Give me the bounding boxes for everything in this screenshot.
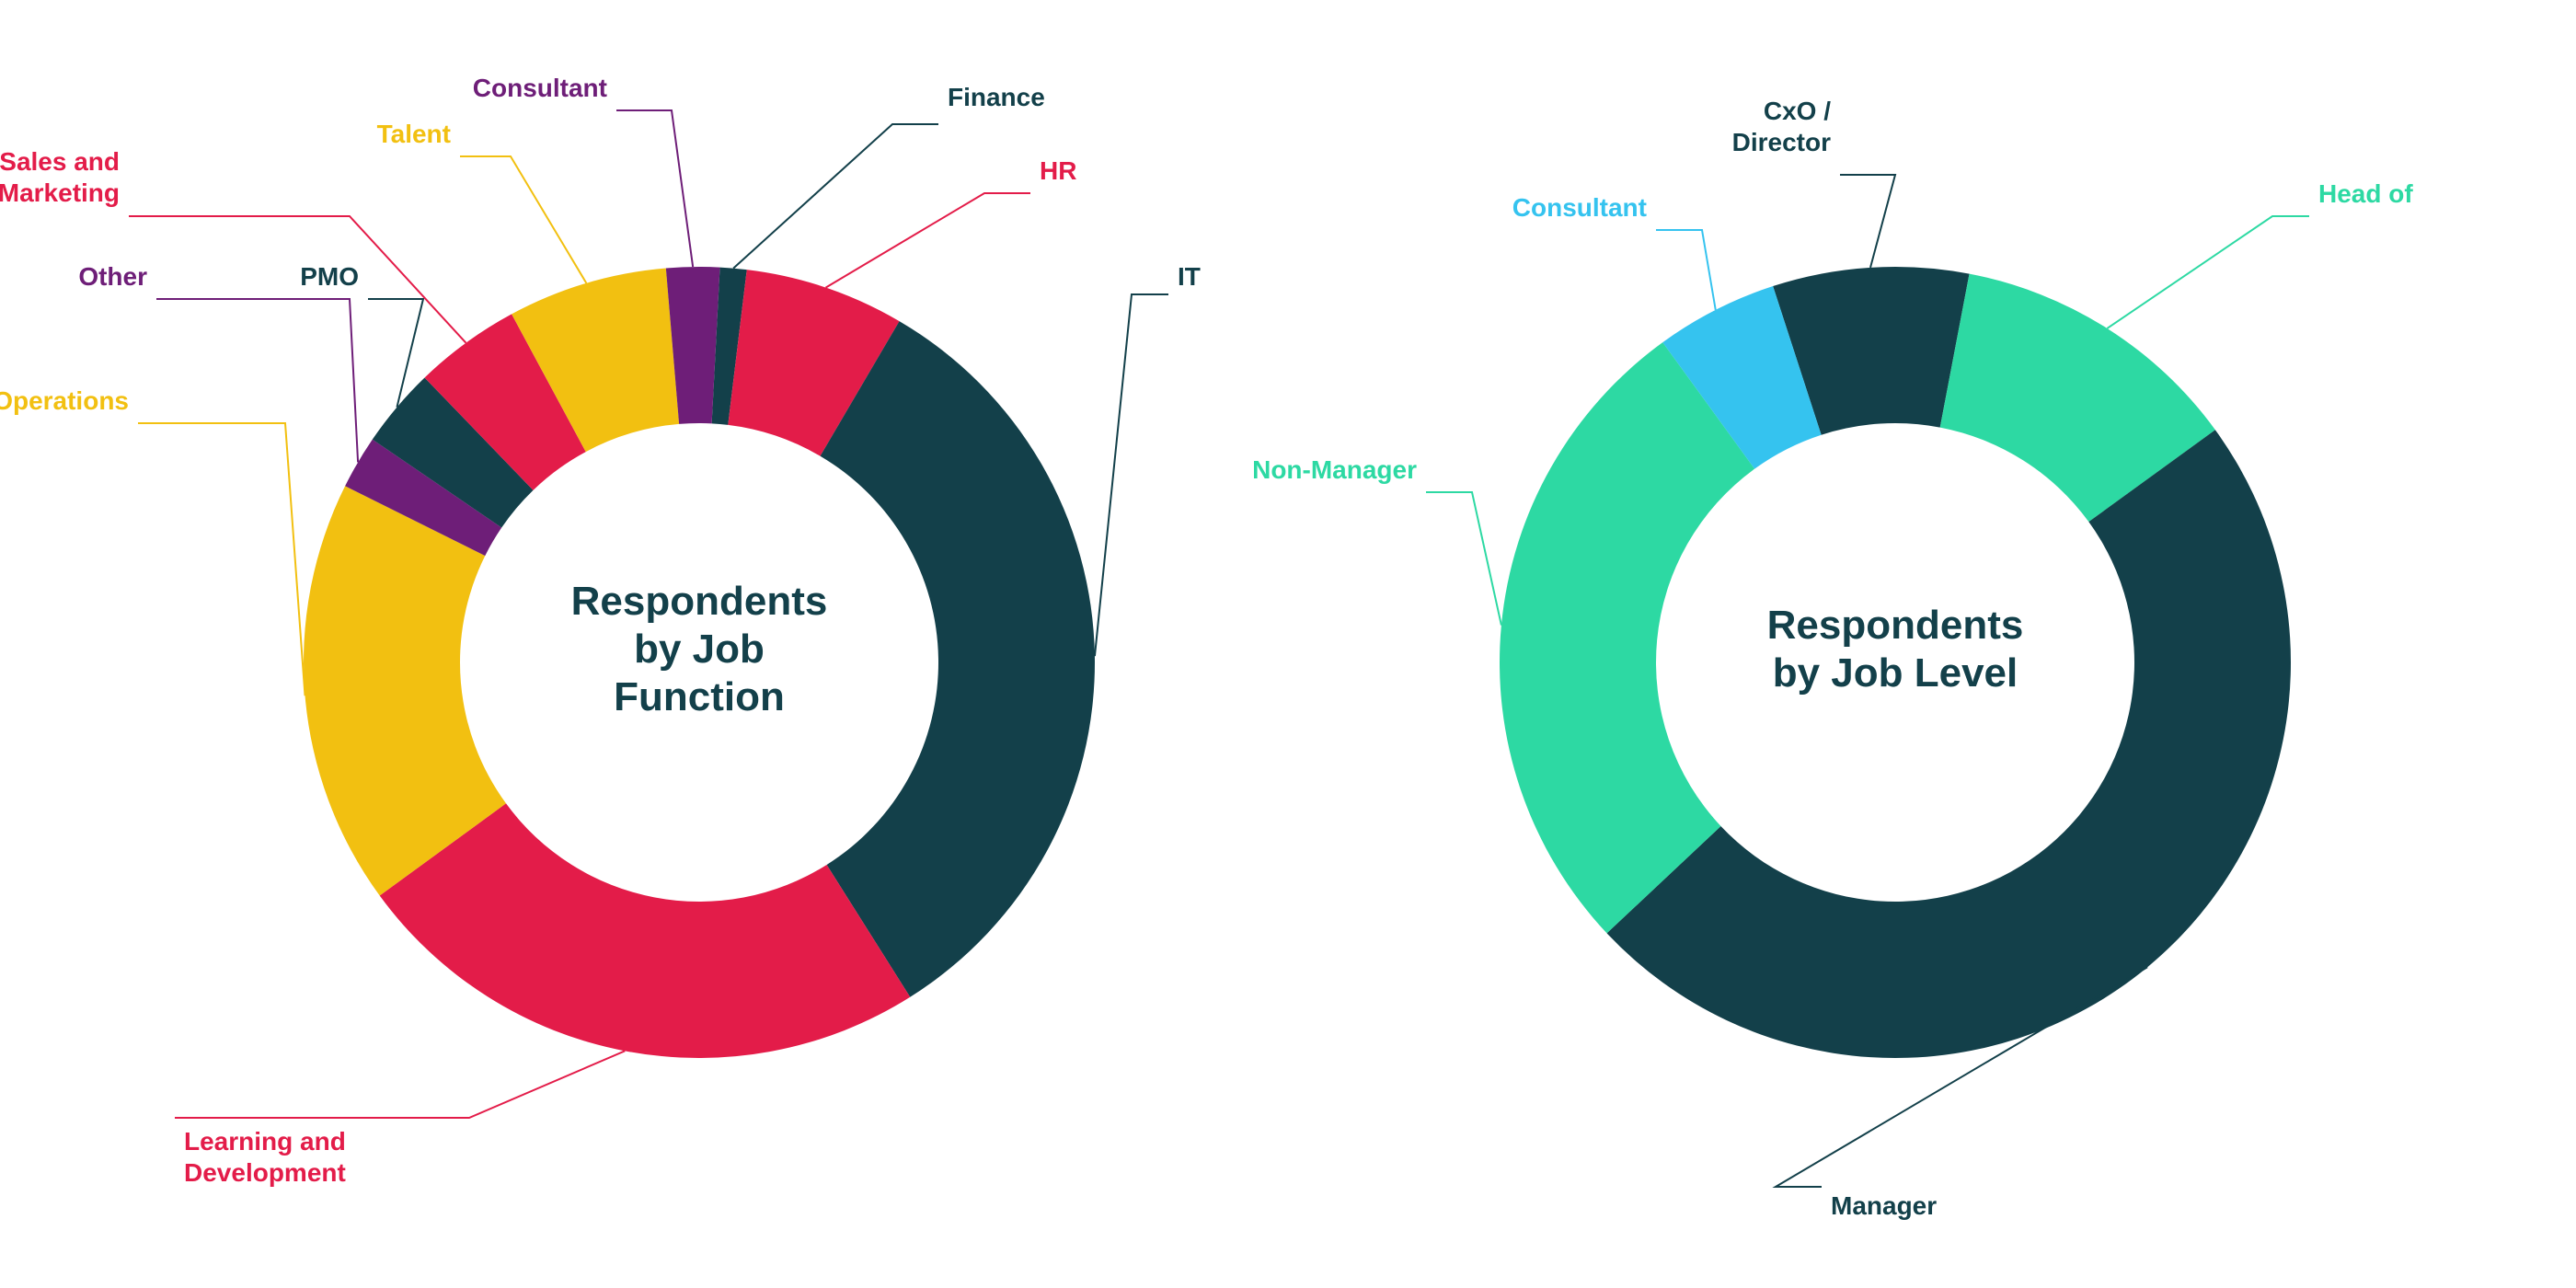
label-operations: Operations	[0, 386, 129, 415]
label-sales-and-marketing: Sales andMarketing	[0, 147, 120, 207]
label-finance: Finance	[948, 83, 1045, 111]
label-manager: Manager	[1831, 1191, 1937, 1220]
slice-it	[821, 321, 1095, 997]
label-consultant: Consultant	[1512, 193, 1647, 222]
label-consultant: Consultant	[473, 74, 607, 102]
leader-it	[1095, 294, 1168, 656]
label-head-of: Head of	[2318, 179, 2413, 208]
label-non-manager: Non-Manager	[1252, 455, 1417, 484]
leader-consultant	[1656, 230, 1716, 310]
label-pmo: PMO	[300, 262, 359, 291]
leader-finance	[733, 124, 938, 269]
leader-talent	[460, 156, 586, 283]
label-other: Other	[78, 262, 147, 291]
leader-cxo-director	[1840, 175, 1895, 268]
slice-manager	[1607, 430, 2291, 1058]
label-it: IT	[1178, 262, 1201, 291]
leader-head-of	[2107, 216, 2309, 328]
leader-learning-and-development	[175, 1051, 625, 1118]
label-learning-and-development: Learning andDevelopment	[184, 1127, 346, 1187]
label-hr: HR	[1040, 156, 1076, 185]
chart-job-level: Respondentsby Job Level CxO /Director Head…	[1252, 97, 2413, 1220]
label-cxo-director: CxO /Director	[1732, 97, 1832, 156]
chart-job-function: Respondentsby JobFunction Finance HR IT Lear…	[0, 74, 1201, 1187]
leader-non-manager	[1426, 492, 1501, 626]
chart-title: Respondentsby JobFunction	[571, 579, 828, 719]
leader-hr	[826, 193, 1030, 288]
leader-consultant	[616, 110, 693, 267]
chart-title: Respondentsby Job Level	[1767, 603, 2024, 696]
leader-sales-and-marketing	[129, 216, 466, 343]
label-talent: Talent	[377, 120, 451, 148]
leader-operations	[138, 423, 305, 696]
slice-learning-and-development	[380, 803, 911, 1058]
leader-other	[156, 299, 358, 462]
charts-canvas: Respondentsby JobFunction Finance HR IT Lear…	[0, 0, 2576, 1288]
